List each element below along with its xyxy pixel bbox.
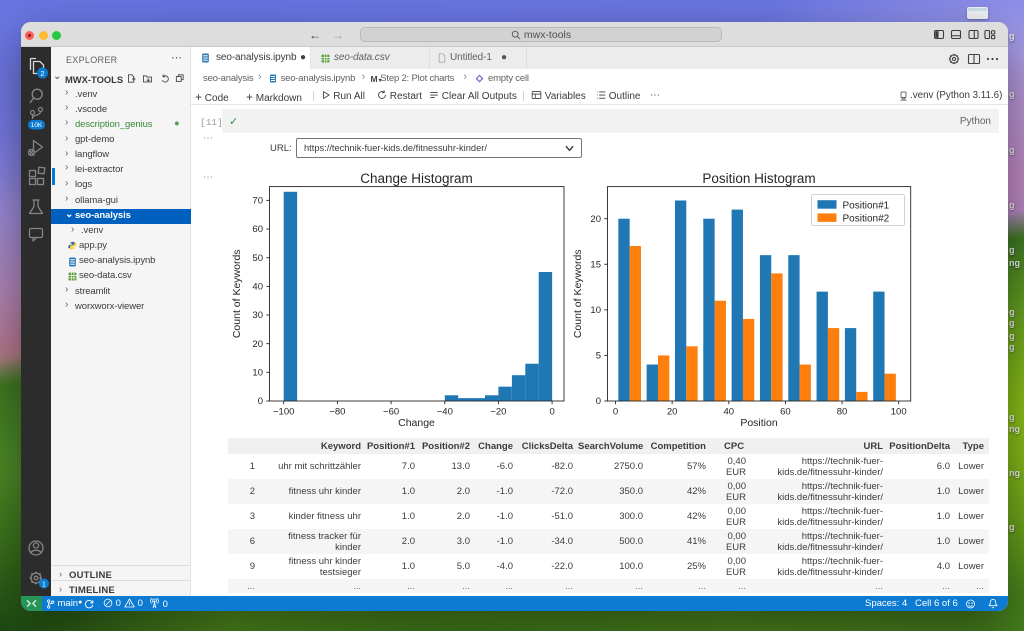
svg-text:80: 80 [837, 407, 848, 418]
svg-text:50: 50 [252, 253, 263, 264]
svg-text:20: 20 [252, 339, 263, 350]
svg-text:Position#2: Position#2 [843, 214, 890, 225]
svg-text:40: 40 [723, 407, 734, 418]
svg-text:Change Histogram: Change Histogram [360, 171, 473, 186]
svg-text:0: 0 [613, 407, 618, 418]
svg-text:Change: Change [398, 417, 435, 429]
svg-text:−20: −20 [490, 407, 506, 418]
svg-text:100: 100 [891, 407, 907, 418]
svg-text:Count of Keywords: Count of Keywords [572, 249, 584, 338]
svg-text:Count of Keywords: Count of Keywords [231, 249, 243, 338]
svg-text:−40: −40 [437, 407, 453, 418]
svg-text:40: 40 [252, 282, 263, 293]
svg-text:0: 0 [258, 396, 263, 407]
svg-text:10K: 10K [31, 122, 43, 129]
svg-text:60: 60 [252, 224, 263, 235]
svg-text:2: 2 [40, 69, 44, 78]
svg-text:20: 20 [667, 407, 678, 418]
svg-text:20: 20 [590, 214, 601, 225]
svg-text:10: 10 [590, 305, 601, 316]
svg-text:−100: −100 [273, 407, 294, 418]
svg-text:Position: Position [740, 417, 778, 429]
svg-text:0: 0 [596, 396, 601, 407]
svg-text:−60: −60 [383, 407, 399, 418]
svg-text:15: 15 [590, 259, 601, 270]
svg-text:10: 10 [252, 368, 263, 379]
svg-text:70: 70 [252, 196, 263, 207]
svg-text:5: 5 [596, 351, 601, 362]
svg-text:−80: −80 [329, 407, 345, 418]
svg-text:Position#1: Position#1 [843, 201, 890, 212]
svg-text:30: 30 [252, 310, 263, 321]
svg-text:Position Histogram: Position Histogram [702, 171, 815, 186]
svg-text:60: 60 [780, 407, 791, 418]
svg-text:0: 0 [549, 407, 554, 418]
svg-text:1: 1 [42, 581, 46, 588]
